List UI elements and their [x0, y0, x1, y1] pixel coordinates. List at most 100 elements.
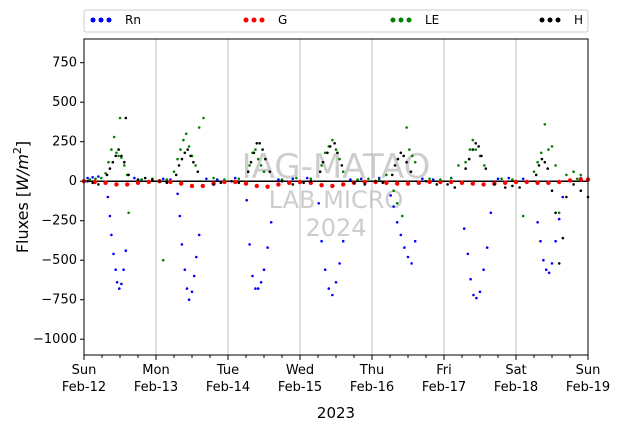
- point-le: [539, 151, 543, 155]
- point-rn: [561, 195, 565, 199]
- point-le: [411, 154, 414, 158]
- x-tick-label-date-7: Feb-19: [566, 380, 610, 395]
- point-rn: [554, 239, 557, 243]
- point-h: [336, 151, 339, 155]
- x-tick-label-date-3: Feb-15: [278, 380, 322, 395]
- point-h: [196, 170, 200, 173]
- point-rn: [334, 281, 338, 284]
- point-rn: [176, 192, 179, 196]
- point-g: [189, 183, 195, 189]
- point-rn: [277, 178, 280, 181]
- point-h: [180, 157, 184, 161]
- point-le: [439, 178, 442, 181]
- point-le: [521, 214, 525, 218]
- point-h: [97, 183, 100, 186]
- point-le: [320, 164, 323, 167]
- point-rn: [469, 277, 472, 281]
- point-h: [219, 181, 223, 185]
- point-g: [470, 181, 475, 186]
- point-g: [384, 180, 389, 185]
- point-rn: [331, 293, 334, 297]
- point-le: [341, 170, 345, 173]
- point-h: [409, 170, 413, 173]
- x-tick-label-date-2: Feb-14: [206, 380, 250, 395]
- x-tick-label-date-6: Feb-18: [494, 380, 538, 395]
- point-rn: [262, 268, 266, 272]
- point-le: [464, 160, 467, 164]
- point-h: [192, 160, 195, 164]
- legend-entry-le: LE: [390, 13, 439, 27]
- point-le: [405, 126, 408, 129]
- point-rn: [256, 287, 260, 290]
- point-h: [151, 178, 154, 181]
- x-tick-label-date-1: Feb-13: [134, 380, 178, 395]
- point-le: [392, 189, 395, 192]
- point-rn: [251, 274, 254, 278]
- point-rn: [521, 177, 525, 181]
- point-le: [100, 176, 103, 180]
- legend-label-rn: Rn: [125, 13, 141, 27]
- legend-marker-rn: [98, 17, 104, 23]
- point-le: [468, 148, 472, 151]
- point-le: [94, 177, 97, 181]
- point-h: [123, 160, 126, 164]
- point-h: [124, 116, 128, 120]
- point-h: [579, 189, 583, 192]
- point-le: [237, 177, 241, 181]
- point-g: [276, 182, 281, 187]
- point-g: [546, 180, 551, 185]
- point-le: [413, 160, 417, 164]
- legend-entry-rn: Rn: [90, 13, 141, 27]
- point-le: [457, 164, 460, 167]
- watermark-line-3: 2024: [305, 214, 366, 242]
- point-h: [477, 145, 480, 148]
- point-rn: [431, 178, 435, 181]
- point-h: [246, 170, 250, 173]
- point-h: [546, 167, 549, 170]
- point-rn: [305, 176, 309, 180]
- point-rn: [108, 214, 112, 218]
- point-g: [416, 180, 421, 185]
- point-g: [233, 179, 238, 185]
- point-h: [572, 183, 575, 186]
- series-rn: [86, 175, 583, 302]
- point-h: [446, 183, 449, 186]
- point-le: [483, 164, 486, 167]
- point-le: [248, 164, 251, 167]
- point-h: [467, 157, 471, 161]
- legend-marker-h: [539, 17, 545, 23]
- point-g: [200, 183, 205, 189]
- point-g: [297, 179, 303, 185]
- point-g: [222, 179, 227, 185]
- point-rn: [544, 268, 548, 272]
- y-tick-label-6: −750: [41, 293, 77, 308]
- point-rn: [178, 214, 182, 218]
- legend-marker-h: [547, 17, 553, 23]
- point-rn: [341, 239, 345, 243]
- legend-marker-rn: [90, 17, 96, 23]
- point-rn: [410, 262, 413, 265]
- point-le: [408, 148, 411, 151]
- point-g: [513, 179, 519, 185]
- point-rn: [466, 252, 470, 256]
- point-rn: [327, 287, 331, 290]
- point-rn: [259, 281, 263, 284]
- legend-marker-g: [243, 17, 249, 23]
- point-g: [459, 180, 465, 185]
- point-rn: [389, 194, 393, 197]
- legend-entry-g: G: [243, 13, 287, 27]
- point-h: [352, 181, 356, 185]
- x-axis: Sun Feb-12 Mon Feb-13 Tue Feb-14 Wed Feb-15 Thu F…: [62, 355, 610, 395]
- point-rn: [215, 178, 219, 181]
- point-rn: [539, 239, 542, 243]
- point-le: [184, 132, 188, 136]
- point-h: [503, 186, 507, 189]
- point-g: [341, 182, 346, 187]
- legend-marker-h: [555, 17, 561, 23]
- point-le: [212, 176, 215, 180]
- point-le: [511, 178, 514, 181]
- point-h: [381, 181, 385, 185]
- y-tick-label-4: −250: [41, 214, 77, 229]
- point-h: [136, 178, 140, 181]
- point-h: [114, 154, 117, 158]
